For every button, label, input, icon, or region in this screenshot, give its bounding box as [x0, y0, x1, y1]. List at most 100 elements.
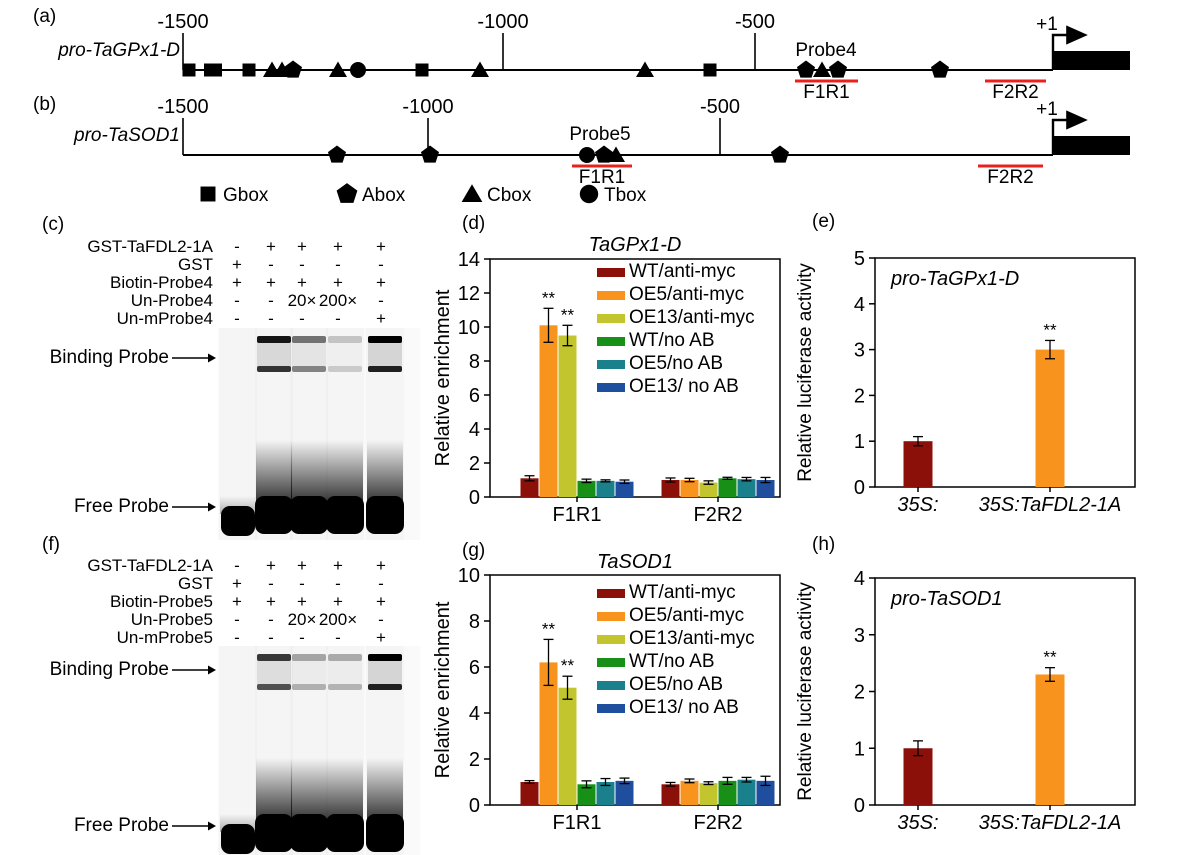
emsa-gel-f: [218, 646, 420, 855]
bar-35S:TaFDL2-1A: [1035, 674, 1065, 805]
motif-abox-pentagon: [930, 60, 950, 78]
y-tick-label: 1: [854, 738, 865, 760]
free-probe-label-c: Free Probe: [38, 496, 216, 518]
emsa-lane-value: -: [234, 291, 240, 310]
position-tick-label: -1500: [157, 96, 208, 118]
free-probe-smear: [327, 758, 363, 820]
bar-WT/no AB: [718, 780, 737, 805]
chart-inner-title: pro-TaSOD1: [890, 588, 1003, 610]
emsa-lane-value: +: [333, 273, 343, 292]
emsa-lane-value: -: [378, 291, 384, 310]
free-probe-band: [255, 814, 293, 852]
motif-abox-pentagon: [828, 60, 848, 78]
y-tick-label: 12: [458, 283, 480, 305]
binding-probe-text: Binding Probe: [49, 347, 169, 368]
bar-35S:: [903, 748, 933, 805]
panel-label-f: (f): [42, 534, 60, 555]
binding-probe-text: Binding Probe: [49, 659, 169, 680]
legend-label: OE13/ no AB: [629, 697, 739, 718]
y-tick-label: 4: [469, 703, 480, 725]
emsa-lane-row: GST-TaFDL2-1A - + + + +: [55, 238, 404, 256]
significance-stars: **: [542, 288, 556, 307]
y-axis-label: Relative enrichment: [432, 289, 454, 466]
emsa-lane-value: +: [376, 309, 386, 328]
bar-OE13/ no AB: [615, 780, 634, 805]
legend-label: WT/anti-myc: [629, 582, 736, 603]
binding-probe-label-c: Binding Probe: [38, 347, 216, 369]
bar-WT/anti-myc: [520, 478, 539, 497]
arrow-right-icon: [172, 821, 216, 831]
binding-band-bottom: [368, 684, 402, 690]
motif-cbox-triangle: [813, 61, 831, 77]
free-probe-smear: [367, 440, 403, 502]
emsa-lane-value: 20×: [287, 291, 317, 310]
free-probe-band: [366, 496, 404, 534]
chart-title: TaSOD1: [597, 552, 673, 573]
emsa-lane-value: +: [333, 556, 343, 575]
free-probe-smear: [367, 758, 403, 820]
emsa-lane-value: +: [297, 592, 307, 611]
motif-abox-pentagon: [283, 60, 303, 78]
legend-label: OE13/ no AB: [629, 376, 739, 397]
x-category-label: 35S:TaFDL2-1A: [979, 494, 1122, 516]
bar-OE5/anti-myc: [539, 325, 558, 497]
significance-stars: **: [542, 619, 556, 638]
position-tick-label: -1000: [402, 96, 453, 118]
emsa-lane-value: -: [268, 255, 274, 274]
legend-swatch: [597, 704, 625, 713]
plot-frame: [874, 257, 1136, 488]
emsa-row-label: Biotin-Probe4: [109, 273, 213, 292]
bar-OE5/no AB: [596, 480, 615, 497]
emsa-lane-row: Biotin-Probe4 + + + + +: [55, 274, 404, 292]
binding-band-top: [257, 336, 291, 343]
y-tick-label: 1: [854, 431, 865, 453]
binding-band-bottom: [257, 366, 291, 372]
y-tick-label: 2: [854, 385, 865, 407]
emsa-lane-row: Un-Probe4- -20× 200× -: [55, 292, 404, 310]
legend-label: WT/anti-myc: [629, 261, 736, 282]
emsa-lane-row: Un-mProbe4 - - - - +: [55, 310, 404, 328]
emsa-lane-value: -: [234, 309, 240, 328]
x-category-label: 35S:: [897, 494, 938, 516]
free-probe-smear: [291, 758, 327, 820]
y-tick-label: 14: [458, 249, 480, 271]
legend-swatch: [597, 337, 625, 346]
emsa-lane-value: +: [376, 592, 386, 611]
emsa-lane-value: +: [376, 556, 386, 575]
x-category-label: F1R1: [553, 812, 602, 834]
motif-abox-pentagon: [594, 145, 614, 163]
chart-pro-TaGPx1-D-luciferase: 0 1 2 3 4 5 Relative luciferase activity pro-Ta…: [795, 248, 1136, 516]
plot-frame: [489, 258, 781, 498]
legend-label: OE5/anti-myc: [629, 284, 744, 305]
motif-cbox-triangle: [636, 61, 654, 77]
emsa-lane-value: -: [234, 237, 240, 256]
binding-band-top: [368, 654, 402, 661]
position-tick-label: -500: [700, 96, 740, 118]
emsa-row-label: Un-Probe5: [130, 610, 213, 629]
arrow-right-icon: [172, 502, 216, 512]
motif-abox-pentagon: [336, 183, 358, 203]
legend-label: OE5/anti-myc: [629, 605, 744, 626]
free-probe-band: [366, 814, 404, 852]
free-probe-band: [326, 814, 364, 852]
promoter-name: pro-TaSOD1: [73, 125, 180, 146]
x-category-label: F2R2: [694, 812, 743, 834]
motif-abox-pentagon: [770, 145, 790, 163]
binding-probe-label-f: Binding Probe: [38, 659, 216, 681]
y-tick-label: 4: [854, 294, 865, 316]
emsa-lane-value: +: [297, 237, 307, 256]
legend-label: OE13/anti-myc: [629, 628, 755, 649]
emsa-lane-value: -: [234, 628, 240, 647]
promoter-maps: (a)pro-TaGPx1-D -1500 -1000 -500 Probe4 F1R1 F…: [33, 6, 1130, 206]
free-probe-band: [221, 506, 255, 536]
bar-OE5/anti-myc: [539, 662, 558, 805]
motif-tbox-circle: [579, 147, 595, 163]
legend-swatch: [597, 681, 625, 690]
emsa-lane-value: -: [234, 556, 240, 575]
emsa-lane-value: +: [232, 592, 242, 611]
bar-OE5/anti-myc: [680, 480, 699, 497]
legend-swatch: [597, 360, 625, 369]
emsa-lane-value: -: [299, 574, 305, 593]
binding-band-bottom: [368, 366, 402, 372]
